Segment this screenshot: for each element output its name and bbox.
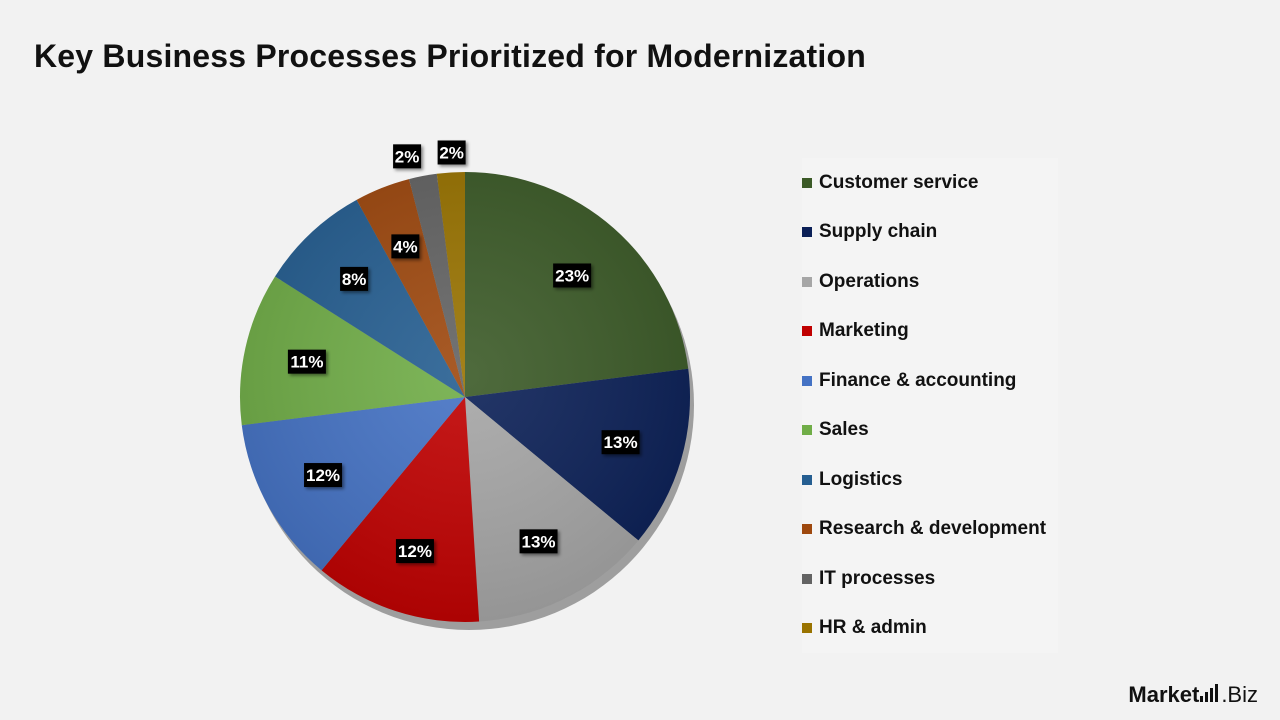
legend-item: Marketing <box>802 307 1046 357</box>
legend-label: Finance & accounting <box>819 369 1017 391</box>
legend-label: Operations <box>819 270 920 292</box>
data-label-text: 12% <box>398 542 432 561</box>
legend-swatch <box>802 177 812 188</box>
data-label-box <box>437 140 466 165</box>
legend-label: HR & admin <box>819 617 927 639</box>
data-label: 4% <box>391 234 420 259</box>
legend-swatch <box>802 375 812 386</box>
data-label: 12% <box>395 539 434 564</box>
data-label-box <box>601 430 640 455</box>
legend-label: Research & development <box>819 518 1047 540</box>
data-label-text: 13% <box>604 433 638 452</box>
legend-item: Finance & accounting <box>802 356 1046 406</box>
data-label: 13% <box>601 430 640 455</box>
legend-label: Logistics <box>819 468 903 490</box>
data-label-text: 8% <box>342 270 367 289</box>
legend-item: Operations <box>802 257 1046 307</box>
data-label: 23% <box>553 263 592 288</box>
chart-legend: Customer service Supply chain Operations Ma… <box>802 158 1059 654</box>
legend-item: Sales <box>802 406 1046 456</box>
legend-swatch <box>802 524 812 535</box>
legend-swatch <box>802 326 812 337</box>
data-label-box <box>393 144 422 169</box>
data-label: 2% <box>437 140 466 165</box>
data-label-box <box>519 529 558 554</box>
data-label-text: 11% <box>290 353 323 372</box>
legend-label: Marketing <box>819 320 909 342</box>
brand-logo: Market .Biz <box>1128 682 1258 708</box>
data-label: 13% <box>519 529 558 554</box>
legend-label: Sales <box>819 419 869 441</box>
brand-market-text: Market <box>1128 682 1200 707</box>
legend-item: Customer service <box>802 158 1046 208</box>
data-label-text: 23% <box>555 266 589 285</box>
chart-title: Key Business Processes Prioritized for M… <box>34 38 866 74</box>
data-label: 8% <box>340 266 369 291</box>
data-label-text: 2% <box>439 143 464 162</box>
data-label-text: 13% <box>522 532 556 551</box>
pie-shading <box>240 172 690 622</box>
legend-swatch <box>802 474 812 485</box>
legend-item: HR & admin <box>802 604 1046 654</box>
data-label-box <box>287 349 326 374</box>
data-label-box <box>553 263 592 288</box>
legend-swatch <box>802 425 812 436</box>
brand-biz-text: .Biz <box>1221 682 1258 707</box>
data-label: 11% <box>287 349 326 374</box>
data-label-box <box>391 234 420 259</box>
data-label: 12% <box>304 463 343 488</box>
data-label-box <box>304 463 343 488</box>
legend-label: IT processes <box>819 567 936 589</box>
legend-item: Supply chain <box>802 208 1046 258</box>
data-label-text: 12% <box>306 466 340 485</box>
legend-swatch <box>802 276 812 287</box>
legend-swatch <box>802 573 812 584</box>
data-label-box <box>395 539 434 564</box>
brand-bars-icon <box>1200 684 1220 702</box>
legend-item: Logistics <box>802 455 1046 505</box>
legend-swatch <box>802 623 812 634</box>
data-label: 2% <box>393 144 422 169</box>
legend-label: Supply chain <box>819 221 938 243</box>
data-label-text: 2% <box>395 147 420 166</box>
legend-item: IT processes <box>802 554 1046 604</box>
legend-swatch <box>802 227 812 238</box>
data-label-box <box>340 266 369 291</box>
data-label-text: 4% <box>393 237 418 256</box>
legend-item: Research & development <box>802 505 1046 555</box>
legend-label: Customer service <box>819 171 979 193</box>
